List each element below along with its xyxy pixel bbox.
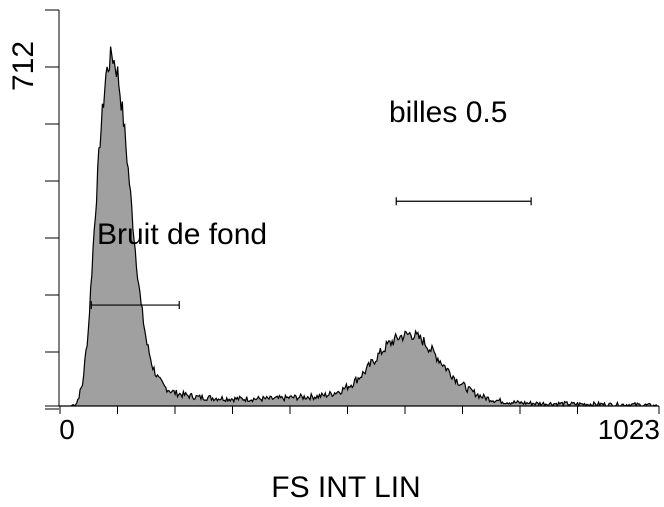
y-axis-ticks [45,9,59,410]
gate-label-beads: billes 0.5 [389,96,507,129]
x-axis-ticks [59,406,660,414]
x-axis-label: FS INT LIN [271,471,420,504]
histogram-area [59,46,659,408]
gate-label-noise: Bruit de fond [97,218,267,251]
y-max-tick-label: 712 [7,41,40,91]
x-min-tick-label: 0 [59,414,75,445]
x-max-tick-label: 1023 [598,414,660,445]
gates [90,197,532,310]
